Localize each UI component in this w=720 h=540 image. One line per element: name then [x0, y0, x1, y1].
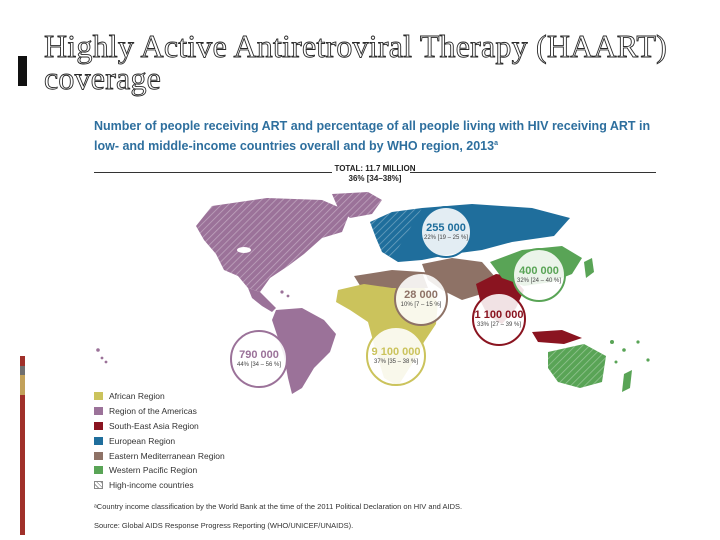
total-count: TOTAL: 11.7 MILLION	[334, 164, 416, 173]
bubble-south-east-asia-region: 1 100 000 33% [27 – 39 %]	[472, 292, 526, 346]
footnote: ᵃCountry income classification by the Wo…	[94, 502, 463, 511]
legend-swatch	[94, 421, 103, 430]
side-accent-seg	[20, 395, 25, 535]
total-rule-left	[94, 172, 332, 173]
region-central-america	[248, 288, 276, 312]
total-percent: 36% [34–38%]	[348, 174, 402, 183]
bubble-african-count: 9 100 000	[371, 346, 421, 358]
bubble-eastern-med-region: 28 000 10% [7 – 15 %]	[394, 272, 448, 326]
total-rule-right	[410, 172, 656, 173]
legend-label: European Region	[109, 435, 176, 446]
region-americas-north-hatch	[196, 198, 350, 292]
side-accent-bars	[20, 356, 25, 535]
bubble-western-pacific-region: 400 000 32% [24 – 40 %]	[512, 248, 566, 302]
legend-label: High-income countries	[109, 480, 194, 491]
bubble-eastern-med-count: 28 000	[404, 289, 438, 301]
legend-label: Region of the Americas	[109, 406, 197, 417]
bubble-sea-percent: 33% [27 – 39 %]	[476, 322, 522, 328]
bubble-european-percent: 22% [19 – 25 %]	[423, 235, 469, 241]
bubble-americas-region: 790 000 44% [34 – 56 %]	[230, 330, 288, 388]
map-legend: African Region Region of the Americas So…	[94, 389, 225, 493]
legend-swatch	[94, 407, 103, 416]
region-europe-hatch	[370, 208, 422, 258]
legend-item: Eastern Mediterranean Region	[94, 448, 225, 463]
bubble-americas-percent: 44% [34 – 56 %]	[236, 362, 282, 368]
bubble-european-count: 255 000	[426, 222, 466, 234]
legend-label: Eastern Mediterranean Region	[109, 450, 225, 461]
bubble-african-percent: 37% [35 – 38 %]	[373, 359, 419, 365]
legend-item: High-income countries	[94, 478, 225, 493]
bubble-european-region: 255 000 22% [19 – 25 %]	[420, 206, 472, 258]
pacific-islands	[610, 340, 650, 364]
side-accent-seg	[20, 366, 25, 375]
region-greenland-hatch	[332, 192, 382, 218]
region-sea-islands	[532, 330, 582, 344]
region-new-zealand	[622, 370, 632, 392]
caribbean-islands	[96, 290, 290, 364]
figure-title-superscript: a	[494, 140, 498, 147]
side-accent-seg	[20, 375, 25, 395]
region-japan	[584, 258, 594, 278]
region-australia-hatch	[548, 344, 606, 388]
legend-label: Western Pacific Region	[109, 465, 198, 476]
legend-swatch	[94, 466, 103, 475]
legend-item: Region of the Americas	[94, 404, 225, 419]
slide-title: Highly Active Antiretroviral Therapy (HA…	[44, 28, 668, 96]
bubble-western-pacific-count: 400 000	[519, 265, 559, 277]
legend-label: South-East Asia Region	[109, 420, 199, 431]
legend-item: European Region	[94, 433, 225, 448]
bubble-sea-count: 1 100 000	[474, 309, 524, 321]
legend-swatch	[94, 436, 103, 445]
total-label: TOTAL: 11.7 MILLION 36% [34–38%]	[94, 164, 656, 184]
region-americas-south	[272, 308, 336, 394]
source-note: Source: Global AIDS Response Progress Re…	[94, 521, 354, 530]
bubble-eastern-med-percent: 10% [7 – 15 %]	[400, 302, 442, 308]
great-lakes	[237, 247, 251, 253]
legend-swatch-hatched	[94, 481, 103, 490]
bubble-americas-count: 790 000	[239, 349, 279, 361]
bubble-african-region: 9 100 000 37% [35 – 38 %]	[366, 326, 426, 386]
title-accent-bar	[18, 56, 27, 86]
figure-title: Number of people receiving ART and perce…	[94, 118, 654, 155]
legend-swatch	[94, 392, 103, 401]
legend-item: South-East Asia Region	[94, 419, 225, 434]
legend-item: African Region	[94, 389, 225, 404]
figure-title-text: Number of people receiving ART and perce…	[94, 119, 651, 154]
total-summary: TOTAL: 11.7 MILLION 36% [34–38%]	[94, 164, 656, 192]
legend-item: Western Pacific Region	[94, 463, 225, 478]
side-accent-seg	[20, 356, 25, 366]
legend-label: African Region	[109, 391, 165, 402]
legend-swatch	[94, 451, 103, 460]
bubble-western-pacific-percent: 32% [24 – 40 %]	[516, 278, 562, 284]
